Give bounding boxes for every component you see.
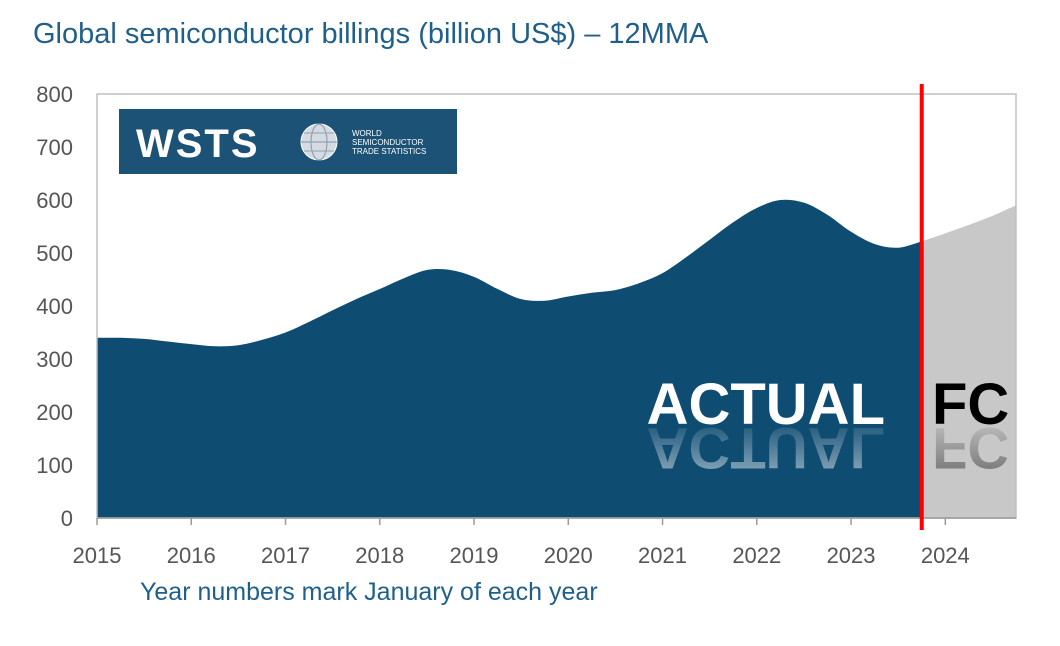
x-tick-label: 2015 bbox=[73, 543, 122, 568]
logo-background bbox=[119, 109, 457, 174]
y-tick-label: 600 bbox=[36, 188, 73, 213]
y-axis: 0 100 200 300 400 500 600 700 800 bbox=[36, 82, 73, 531]
logo-subtext-2: SEMICONDUCTOR bbox=[352, 138, 424, 147]
forecast-area-series bbox=[921, 205, 1016, 519]
x-tick-label: 2021 bbox=[638, 543, 687, 568]
x-tick-label: 2023 bbox=[827, 543, 876, 568]
x-tick-label: 2016 bbox=[167, 543, 216, 568]
logo-subtext-1: WORLD bbox=[352, 129, 382, 138]
y-tick-label: 800 bbox=[36, 82, 73, 107]
globe-icon bbox=[300, 123, 338, 161]
y-tick-label: 200 bbox=[36, 400, 73, 425]
x-tick-label: 2022 bbox=[732, 543, 781, 568]
x-tick-label: 2024 bbox=[921, 543, 970, 568]
actual-label-reflection: ACTUAL bbox=[647, 415, 885, 480]
y-tick-label: 400 bbox=[36, 294, 73, 319]
forecast-region-label: FC bbox=[932, 372, 1009, 437]
y-tick-label: 0 bbox=[61, 506, 73, 531]
y-tick-label: 300 bbox=[36, 347, 73, 372]
y-tick-label: 700 bbox=[36, 135, 73, 160]
x-tick-label: 2019 bbox=[450, 543, 499, 568]
chart-title: Global semiconductor billings (billion U… bbox=[33, 18, 709, 50]
x-tick-label: 2020 bbox=[544, 543, 593, 568]
logo-subtext-3: TRADE STATISTICS bbox=[352, 147, 426, 156]
wsts-logo: WSTS WORLD SEMICONDUCTOR TRADE STATISTIC… bbox=[119, 109, 457, 174]
axis-footnote: Year numbers mark January of each year bbox=[140, 578, 598, 606]
forecast-label-reflection: FC bbox=[932, 415, 1009, 480]
x-tick-label: 2017 bbox=[261, 543, 310, 568]
x-axis: 2015 2016 2017 2018 2019 2020 2021 2022 2023 2024 bbox=[73, 517, 1016, 568]
actual-area-series bbox=[97, 199, 922, 519]
y-tick-label: 500 bbox=[36, 241, 73, 266]
y-tick-label: 100 bbox=[36, 453, 73, 478]
logo-wordmark: WSTS bbox=[136, 122, 260, 166]
x-tick-label: 2018 bbox=[355, 543, 404, 568]
plot-area bbox=[97, 199, 1016, 519]
actual-region-label: ACTUAL bbox=[647, 372, 885, 437]
